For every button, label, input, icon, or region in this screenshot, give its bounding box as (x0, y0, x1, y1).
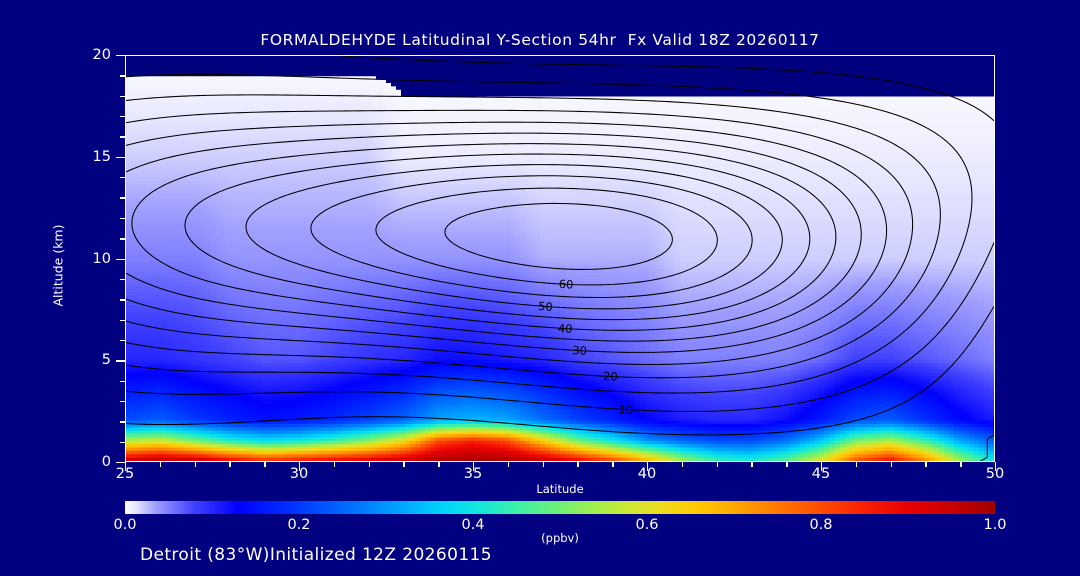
y-tick (120, 95, 125, 98)
x-tick-label: 25 (115, 466, 135, 482)
plot-area: 10 20 30 40 50 60 (125, 55, 995, 462)
y-tick-label: 0 (101, 454, 111, 470)
x-tick (194, 462, 196, 467)
colorbar-tick-label: 0.2 (287, 517, 311, 533)
y-tick (120, 116, 125, 118)
x-tick (577, 462, 579, 467)
y-tick (120, 400, 125, 403)
y-tick (120, 197, 125, 199)
x-tick (438, 462, 440, 467)
shaded-field (126, 76, 994, 461)
colorbar (125, 501, 995, 514)
y-tick-label: 10 (92, 250, 111, 267)
x-tick (925, 462, 927, 467)
y-tick (120, 319, 125, 321)
colorbar-tick-label: 0.8 (809, 517, 833, 533)
y-tick (116, 360, 125, 362)
x-tick-label: 35 (463, 466, 483, 482)
x-tick (473, 462, 475, 471)
y-tick (120, 380, 125, 382)
y-tick (120, 177, 125, 179)
y-tick (120, 441, 125, 444)
footer-caption: Detroit (83°W)Initialized 12Z 20260115 (140, 545, 492, 565)
x-tick (751, 462, 753, 467)
x-tick (507, 462, 510, 467)
x-tick (681, 462, 684, 467)
x-tick (612, 462, 614, 467)
x-tick (890, 462, 892, 467)
x-tick (229, 462, 231, 467)
y-axis-title: Altitude (km) (50, 224, 66, 307)
x-tick (542, 462, 544, 467)
colorbar-tick-label: 1.0 (983, 517, 1007, 533)
colorbar-tick-label: 0.4 (461, 517, 485, 533)
y-tick (116, 156, 125, 159)
y-tick-label: 5 (101, 352, 111, 369)
x-tick (821, 462, 823, 471)
y-tick (120, 136, 125, 138)
y-tick (116, 55, 125, 57)
x-tick (960, 462, 962, 467)
x-tick (716, 462, 718, 467)
colorbar-tick-label: 0.6 (635, 517, 659, 533)
x-tick-label: 30 (289, 466, 309, 482)
x-tick (647, 462, 649, 471)
x-axis-title: Latitude (536, 482, 584, 496)
x-tick (299, 462, 301, 471)
y-tick (120, 299, 125, 301)
x-tick-label: 40 (637, 466, 657, 482)
y-tick (116, 462, 125, 464)
x-tick (264, 462, 266, 467)
y-tick-label: 20 (92, 47, 111, 63)
x-tick (368, 462, 370, 467)
y-tick (120, 75, 125, 77)
y-tick (120, 217, 125, 220)
x-tick (125, 462, 127, 471)
y-tick (120, 421, 125, 423)
colorbar-unit: (ppbv) (541, 531, 579, 545)
y-tick-label: 15 (92, 148, 111, 165)
x-tick (159, 462, 162, 467)
colorbar-gradient (125, 501, 995, 514)
chart-title: FORMALDEHYDE Latitudinal Y-Section 54hr … (260, 31, 820, 49)
x-tick (855, 462, 858, 467)
x-tick (786, 462, 788, 467)
y-tick (120, 278, 125, 281)
x-tick (333, 462, 336, 467)
x-tick-label: 45 (811, 466, 831, 482)
x-tick (403, 462, 405, 467)
x-tick (995, 462, 997, 471)
x-tick-label: 50 (985, 466, 1005, 482)
y-tick (120, 238, 125, 240)
colorbar-tick-label: 0.0 (113, 517, 137, 533)
y-tick (116, 258, 125, 260)
y-tick (120, 339, 125, 342)
